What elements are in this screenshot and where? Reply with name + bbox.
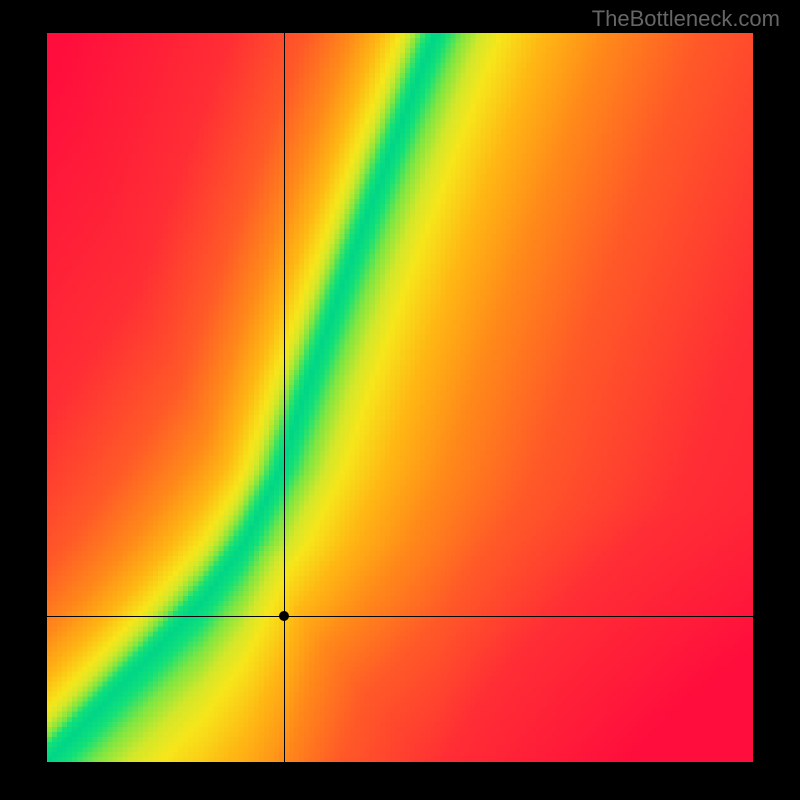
heatmap-canvas [47, 33, 753, 762]
crosshair-marker [279, 611, 289, 621]
crosshair-vertical [284, 33, 285, 762]
watermark-text: TheBottleneck.com [592, 6, 780, 32]
bottleneck-heatmap [47, 33, 753, 762]
crosshair-horizontal [47, 616, 753, 617]
